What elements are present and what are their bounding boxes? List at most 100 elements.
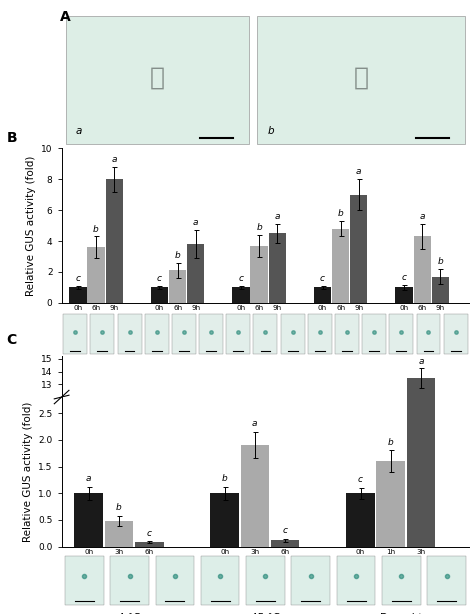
Text: 3h: 3h: [250, 549, 259, 554]
Bar: [210, 537, 239, 550]
Bar: [332, 228, 349, 303]
Bar: [407, 0, 435, 546]
Bar: [74, 537, 103, 550]
Text: ACC: ACC: [418, 363, 439, 373]
Text: c: c: [157, 274, 162, 283]
Bar: [250, 246, 268, 303]
Text: 3h: 3h: [114, 549, 124, 554]
FancyBboxPatch shape: [428, 556, 466, 605]
Text: 0h: 0h: [237, 305, 246, 311]
Text: 9h: 9h: [354, 305, 363, 311]
Bar: [395, 287, 413, 303]
Y-axis label: Relative GUS activity (fold): Relative GUS activity (fold): [23, 402, 33, 542]
Text: SA: SA: [177, 363, 191, 373]
Text: a: a: [274, 212, 280, 221]
Bar: [74, 493, 103, 546]
Text: 🌿: 🌿: [354, 65, 369, 89]
FancyBboxPatch shape: [63, 314, 87, 354]
FancyBboxPatch shape: [335, 314, 359, 354]
Text: c: c: [320, 274, 325, 283]
Text: 6h: 6h: [145, 549, 154, 554]
FancyBboxPatch shape: [66, 16, 249, 144]
Text: b: b: [256, 223, 262, 232]
Text: ABA: ABA: [336, 363, 358, 373]
FancyBboxPatch shape: [226, 314, 250, 354]
Text: 9h: 9h: [109, 305, 118, 311]
FancyBboxPatch shape: [65, 556, 103, 605]
Text: 6h: 6h: [281, 549, 290, 554]
Text: a: a: [193, 219, 199, 227]
Bar: [432, 277, 449, 303]
FancyBboxPatch shape: [145, 314, 169, 354]
Bar: [151, 287, 168, 303]
Text: a: a: [419, 212, 425, 221]
Text: a: a: [418, 357, 424, 366]
Text: c: c: [75, 274, 81, 283]
Text: 9h: 9h: [191, 305, 200, 311]
Text: b: b: [388, 438, 393, 447]
Bar: [105, 521, 133, 546]
Text: C: C: [7, 333, 17, 348]
FancyBboxPatch shape: [362, 314, 386, 354]
FancyBboxPatch shape: [172, 314, 196, 354]
Bar: [376, 530, 405, 550]
Bar: [105, 544, 133, 550]
Text: c: c: [358, 475, 363, 484]
Text: b: b: [93, 225, 99, 234]
Bar: [346, 537, 375, 550]
Text: 6h: 6h: [91, 305, 100, 311]
Bar: [407, 378, 435, 550]
Text: b: b: [222, 474, 228, 483]
Text: c: c: [146, 529, 152, 538]
FancyBboxPatch shape: [337, 556, 375, 605]
Bar: [269, 233, 286, 303]
Text: a: a: [252, 419, 258, 428]
Text: c: c: [401, 273, 407, 282]
Bar: [271, 540, 300, 546]
FancyBboxPatch shape: [118, 314, 142, 354]
Text: a: a: [86, 474, 91, 483]
Bar: [271, 548, 300, 550]
Bar: [346, 493, 375, 546]
Text: a: a: [76, 126, 82, 136]
Bar: [240, 445, 269, 546]
Text: a: a: [111, 155, 117, 164]
FancyBboxPatch shape: [246, 556, 285, 605]
Bar: [135, 549, 164, 550]
Text: c: c: [238, 274, 244, 283]
Bar: [169, 270, 186, 303]
Text: 3h: 3h: [416, 549, 426, 554]
Text: 9h: 9h: [273, 305, 282, 311]
Text: c: c: [283, 526, 288, 535]
Bar: [240, 526, 269, 550]
Bar: [413, 236, 431, 303]
FancyBboxPatch shape: [155, 556, 194, 605]
FancyBboxPatch shape: [308, 314, 332, 354]
FancyBboxPatch shape: [382, 556, 420, 605]
FancyBboxPatch shape: [292, 556, 330, 605]
Bar: [376, 461, 405, 546]
Bar: [87, 247, 105, 303]
Bar: [232, 287, 250, 303]
FancyBboxPatch shape: [91, 314, 114, 354]
Text: 6h: 6h: [255, 305, 264, 311]
FancyBboxPatch shape: [201, 556, 239, 605]
Text: 6h: 6h: [418, 305, 427, 311]
Text: 0h: 0h: [84, 549, 93, 554]
Text: 6h: 6h: [336, 305, 345, 311]
Text: B: B: [7, 131, 17, 146]
FancyBboxPatch shape: [444, 314, 468, 354]
Text: 0h: 0h: [73, 305, 82, 311]
FancyBboxPatch shape: [417, 314, 440, 354]
Text: 0h: 0h: [356, 549, 365, 554]
Text: a: a: [356, 168, 362, 176]
Bar: [106, 179, 123, 303]
FancyBboxPatch shape: [110, 556, 149, 605]
Bar: [187, 244, 204, 303]
Text: 0h: 0h: [400, 305, 409, 311]
Text: b: b: [438, 257, 443, 266]
Text: GA: GA: [95, 363, 110, 373]
Text: 9h: 9h: [436, 305, 445, 311]
FancyBboxPatch shape: [389, 314, 413, 354]
Y-axis label: Relative GUS activity (fold): Relative GUS activity (fold): [26, 155, 36, 296]
